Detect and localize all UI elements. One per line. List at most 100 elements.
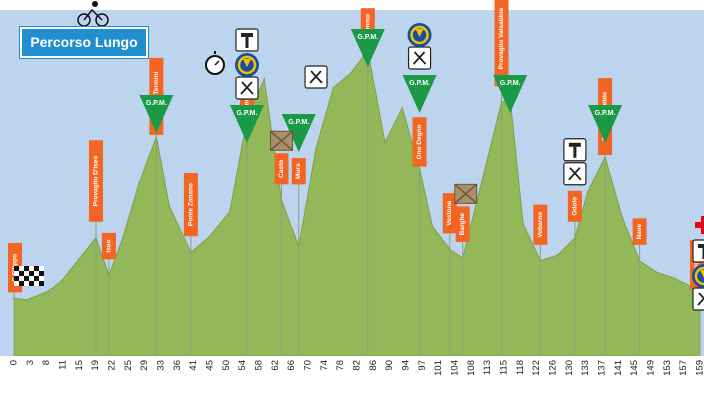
refreshment-icon [563, 162, 587, 186]
x-tick-label: 115 [499, 360, 510, 375]
location-label: Provaglio D'Iseo [92, 156, 99, 207]
location-label: Ponte Zanano [187, 183, 194, 226]
x-tick-label: 159 [695, 360, 704, 376]
location-tag [632, 218, 647, 245]
x-tick-label: 157 [678, 360, 689, 376]
x-tick-label: 70 [303, 360, 314, 371]
location-label: Vestone [446, 200, 453, 225]
gpm-triangle [493, 75, 528, 113]
gpm-marker: G.P.M. [229, 105, 264, 143]
x-tick-label: 0 [9, 360, 20, 365]
location-tag [455, 206, 470, 242]
profile-point [47, 290, 50, 292]
x-tick-label: 58 [254, 360, 265, 371]
gpm-triangle [350, 29, 385, 67]
gpm-marker: G.P.M. [139, 95, 174, 133]
x-tick-label: 108 [466, 360, 477, 376]
x-tick-label: 19 [90, 360, 101, 371]
location-tag [442, 193, 457, 234]
profile-point [621, 216, 624, 219]
x-tick-label: 50 [221, 360, 232, 371]
location-label: Vobarno [537, 212, 544, 238]
profile-point [138, 182, 140, 184]
profile-point [228, 211, 231, 213]
location-tag [533, 204, 548, 245]
x-tick-label: 86 [368, 360, 379, 371]
water-icon [407, 23, 432, 47]
location-label: Livemmo [364, 14, 371, 43]
profile-point [332, 87, 335, 89]
location-label: Ono Degno [416, 124, 423, 159]
profile-point [656, 271, 658, 274]
profile-point [121, 239, 123, 242]
mechanic-icon [692, 239, 704, 263]
x-tick-label: 113 [482, 360, 493, 375]
gpm-marker: G.P.M. [402, 75, 437, 113]
gpm-triangle [281, 114, 316, 152]
location-tag [274, 153, 289, 185]
x-tick-label: 82 [352, 360, 363, 371]
x-tick-label: 66 [286, 360, 297, 371]
x-tick-label: 29 [139, 360, 150, 371]
gpm-label: G.P.M. [146, 100, 167, 107]
x-tick-label: 62 [270, 360, 281, 371]
profile-point [60, 280, 63, 282]
profile-point [587, 190, 589, 193]
location-label: Provaglio Valsabbia [498, 7, 505, 69]
x-tick-label: 45 [205, 360, 216, 371]
location-label: Nave [636, 223, 643, 239]
x-tick-label: 126 [548, 360, 559, 376]
profile-point [207, 237, 209, 239]
gpm-marker: G.P.M. [493, 75, 528, 113]
gpm-triangle [229, 105, 264, 143]
x-tick-label: 122 [531, 360, 542, 376]
refreshment-icon [692, 287, 704, 311]
location-label: Mura [295, 163, 302, 179]
gpm-marker: G.P.M. [281, 114, 316, 152]
mechanic-icon [235, 28, 259, 52]
gpm-marker: G.P.M. [588, 105, 623, 143]
x-tick-label: 141 [613, 360, 624, 376]
mechanic-icon [563, 138, 587, 162]
location-label: Barghe [459, 213, 466, 236]
x-tick-label: 145 [629, 360, 640, 376]
x-tick-label: 90 [384, 360, 395, 371]
profile-point [479, 188, 481, 190]
location-tag [567, 190, 582, 222]
gpm-label: G.P.M. [500, 80, 521, 87]
x-tick-label: 74 [319, 360, 330, 371]
profile-point [77, 258, 80, 261]
profile-point [673, 277, 675, 279]
x-tick-label: 8 [41, 360, 52, 365]
profile-point [401, 107, 404, 109]
gpm-triangle [402, 75, 437, 113]
gpm-label: G.P.M. [595, 110, 616, 117]
profile-point [168, 205, 171, 207]
gpm-label: G.P.M. [409, 80, 430, 87]
refreshment-icon [407, 46, 432, 70]
profile-point [431, 225, 434, 228]
profile-point [384, 141, 386, 144]
x-tick-label: 149 [646, 360, 657, 376]
location-tag [88, 140, 103, 222]
water-icon [692, 264, 704, 288]
refreshment-icon [304, 65, 328, 89]
x-tick-label: 101 [433, 360, 444, 376]
cyclist-icon [77, 1, 109, 27]
x-tick-label: 3 [25, 360, 36, 365]
x-tick-label: 41 [188, 360, 199, 371]
x-tick-label: 78 [335, 360, 346, 371]
location-label: S.Filippo [694, 251, 701, 278]
x-tick-label: 133 [580, 360, 591, 376]
location-label: Odolo [571, 197, 578, 216]
x-tick-label: 22 [107, 360, 118, 371]
x-tick-label: 104 [450, 360, 461, 376]
x-tick-label: 97 [417, 360, 428, 371]
location-label: Iseo [105, 240, 112, 253]
location-label: Casto [278, 160, 285, 178]
x-tick-label: 94 [401, 360, 412, 371]
x-tick-label: 118 [515, 360, 526, 375]
refreshment-icon [235, 76, 259, 100]
